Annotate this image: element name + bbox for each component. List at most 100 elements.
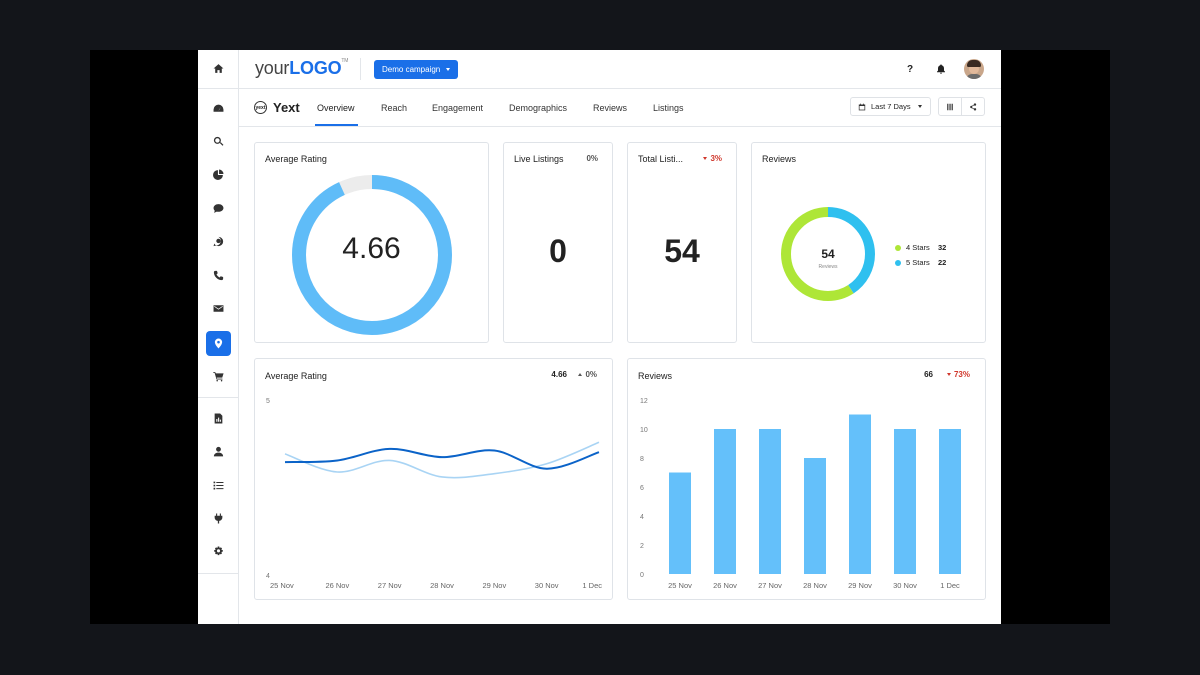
sidebar-item-analytics[interactable] [206, 162, 231, 187]
y-tick-label: 2 [640, 543, 644, 550]
bar[interactable] [804, 458, 826, 574]
notifications-button[interactable] [934, 62, 948, 76]
sidebar-item-settings[interactable] [206, 539, 231, 564]
share-button[interactable] [962, 98, 984, 115]
sidebar-item-tasks[interactable] [206, 473, 231, 498]
search-icon [213, 136, 224, 146]
sidebar-item-email[interactable] [206, 296, 231, 321]
legend-item: 4 Stars 32 [895, 240, 946, 255]
legend-value: 32 [938, 243, 947, 252]
average-rating-trend-value: 4.66 [551, 370, 567, 379]
sidebar-item-calls[interactable] [206, 263, 231, 288]
y-tick-label: 0 [640, 572, 644, 579]
bell-icon [937, 64, 945, 74]
date-range-picker[interactable]: Last 7 Days [850, 97, 931, 116]
calendar-icon [858, 103, 866, 110]
columns-button[interactable] [939, 98, 962, 115]
avatar-hair [967, 60, 981, 67]
tab-engagement[interactable]: Engagement [432, 103, 484, 113]
tab-reach[interactable]: Reach [381, 103, 408, 113]
x-tick-label: 30 Nov [535, 581, 559, 590]
reviews-summary-card: Reviews 54 Reviews 4 Stars 32 5 Stars 22 [751, 142, 986, 343]
date-range-label: Last 7 Days [871, 102, 911, 111]
campaign-selector[interactable]: Demo campaign [374, 60, 459, 79]
card-title: Live Listings [514, 154, 564, 164]
legend-color-4-stars [895, 244, 901, 251]
bar[interactable] [849, 414, 871, 575]
app-window: yourLOGOTM Demo campaign ? yext Yext Ove… [198, 50, 1001, 624]
sidebar-item-reports[interactable] [206, 406, 231, 431]
y-tick-label: 10 [640, 427, 648, 434]
tab-overview[interactable]: Overview [317, 103, 355, 113]
help-button[interactable]: ? [903, 62, 917, 76]
phone-icon [213, 270, 224, 281]
x-tick-label: 30 Nov [893, 581, 917, 590]
average-rating-trend-card: Average Rating 4.66 0% 5 4 25 Nov 26 Nov 27 … [254, 358, 613, 600]
location-pin-icon [214, 338, 223, 349]
plug-icon [214, 513, 223, 524]
gear-icon [214, 546, 223, 556]
total-listings-card: Total Listi... 3% 54 [627, 142, 737, 343]
pie-chart-icon [213, 169, 224, 180]
legend-color-5-stars [895, 259, 901, 266]
bar[interactable] [669, 472, 691, 575]
card-title: Average Rating [265, 154, 327, 164]
x-tick-label: 26 Nov [325, 581, 349, 590]
checklist-icon [213, 481, 224, 490]
bar[interactable] [759, 429, 781, 574]
average-rating-value: 4.66 [342, 232, 401, 265]
tab-demographics[interactable]: Demographics [509, 103, 568, 113]
live-listings-card: Live Listings 0% 0 [503, 142, 613, 343]
sidebar-item-conversations[interactable] [206, 229, 231, 254]
avatar[interactable] [964, 59, 984, 79]
legend-item: 5 Stars 22 [895, 255, 946, 270]
sidebar-item-chat[interactable] [206, 196, 231, 221]
avatar-shirt [966, 74, 982, 79]
donut-value-arc [292, 175, 452, 335]
reviews-donut: 54 Reviews [781, 207, 875, 301]
bar[interactable] [894, 429, 916, 574]
yext-logo-icon: yext [254, 101, 267, 114]
card-title: Total Listi... [638, 154, 684, 164]
x-tick-label: 28 Nov [430, 581, 454, 590]
email-icon [213, 305, 224, 312]
legend-label: 5 Stars [906, 258, 930, 267]
sidebar-item-dashboard[interactable] [206, 96, 231, 121]
average-rating-card: Average Rating 4.66 [254, 142, 489, 343]
y-tick-label: 4 [266, 573, 270, 580]
total-listings-delta: 3% [703, 154, 722, 163]
home-icon [213, 64, 224, 73]
live-listings-value: 0 [549, 233, 567, 269]
brand-logo[interactable]: yourLOGOTM [255, 58, 349, 78]
sidebar-item-ecommerce[interactable] [206, 364, 231, 389]
y-tick-label: 4 [640, 514, 644, 521]
sidebar-item-integrations[interactable] [206, 506, 231, 531]
y-tick-label: 5 [266, 398, 270, 405]
integration-name: Yext [273, 100, 300, 115]
average-rating-donut [292, 175, 452, 335]
x-tick-label: 1 Dec [940, 581, 960, 590]
chevron-down-icon [917, 105, 922, 108]
x-tick-label: 29 Nov [482, 581, 506, 590]
x-tick-label: 25 Nov [668, 581, 692, 590]
sidebar-item-home[interactable] [206, 56, 231, 81]
sidebar-separator [198, 573, 239, 574]
chevron-down-icon [446, 68, 451, 71]
sidebar [198, 50, 239, 624]
total-listings-value: 54 [664, 233, 700, 269]
sidebar-separator [198, 88, 239, 89]
sidebar-item-search[interactable] [206, 129, 231, 154]
average-rating-line-chart: 5 425 Nov 26 Nov 27 Nov 28 Nov 29 Nov 30 Nov 1 … [266, 398, 602, 590]
reviews-trend-delta: 73% [946, 370, 970, 379]
bar[interactable] [939, 429, 961, 574]
dashboard-icon [213, 104, 224, 112]
x-tick-label: 26 Nov [713, 581, 737, 590]
sidebar-item-listings[interactable] [206, 331, 231, 356]
sidebar-item-users[interactable] [206, 439, 231, 464]
live-listings-delta: 0% [586, 154, 598, 163]
average-rating-trend-delta: 0% [578, 370, 597, 379]
tab-listings[interactable]: Listings [653, 103, 684, 113]
x-tick-label: 29 Nov [848, 581, 872, 590]
tab-reviews[interactable]: Reviews [593, 103, 628, 113]
bar[interactable] [714, 429, 736, 574]
